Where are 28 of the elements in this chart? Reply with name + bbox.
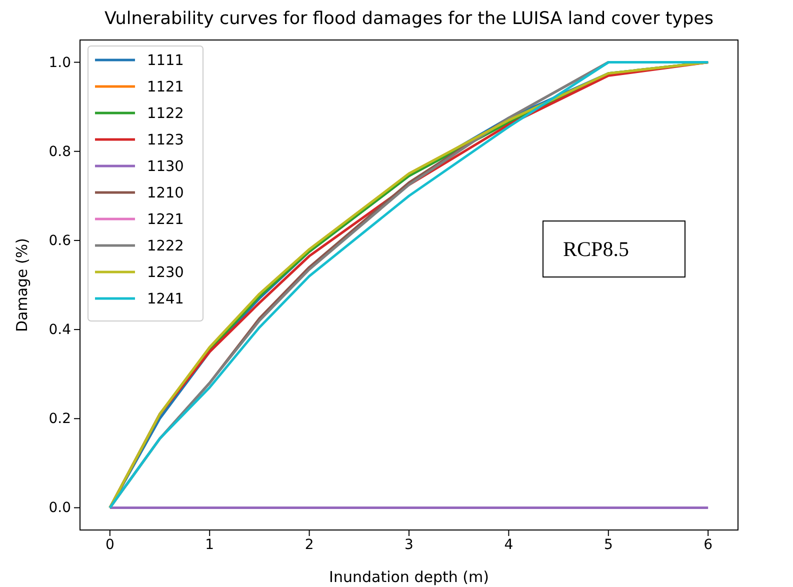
y-tick-label: 0.6: [48, 232, 72, 249]
y-axis-title: Damage (%): [13, 238, 31, 332]
legend-label: 1130: [147, 159, 184, 175]
x-tick-label: 4: [504, 536, 514, 553]
x-tick-label: 6: [704, 536, 713, 553]
y-tick-label: 0.8: [48, 144, 71, 160]
y-tick-label: 1.0: [48, 54, 71, 71]
y-tick-label: 0.0: [48, 500, 71, 516]
legend-label: 1222: [147, 238, 184, 254]
y-tick-label: 0.4: [48, 322, 72, 338]
x-tick-label: 2: [304, 536, 314, 553]
legend-label: 1121: [147, 80, 184, 96]
annotation: RCP8.5: [563, 237, 629, 261]
chart-title: Vulnerability curves for flood damages for the LUISA land cover types: [104, 9, 714, 29]
legend-label: 1230: [147, 265, 184, 281]
legend-label: 1111: [147, 53, 184, 69]
legend-label: 1221: [147, 212, 184, 228]
legend-label: 1122: [147, 106, 184, 122]
x-tick-label: 5: [604, 536, 613, 553]
x-tick-label: 3: [404, 536, 414, 553]
y-tick-label: 0.2: [48, 411, 71, 428]
legend-label: 1210: [147, 186, 184, 202]
x-tick-label: 1: [205, 536, 214, 553]
x-axis-title: Inundation depth (m): [329, 568, 489, 586]
x-tick-label: 0: [105, 536, 114, 553]
legend-label: 1123: [147, 132, 184, 148]
legend-label: 1241: [147, 292, 184, 308]
text-box: RCP8.5: [542, 220, 686, 278]
